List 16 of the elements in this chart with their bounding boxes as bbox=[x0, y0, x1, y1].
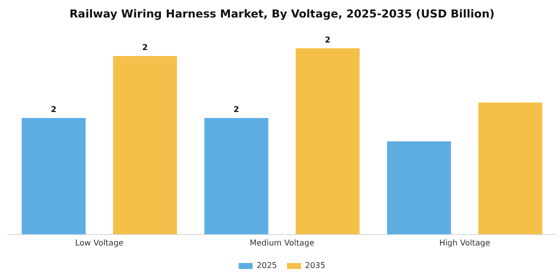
bar bbox=[22, 118, 86, 234]
bar bbox=[387, 141, 451, 234]
chart-title: Railway Wiring Harness Market, By Voltage, 2025-2035 (USD Billion) bbox=[69, 7, 495, 20]
x-tick-label: Medium Voltage bbox=[250, 238, 314, 248]
legend-label: 2025 bbox=[256, 261, 277, 270]
bar bbox=[478, 102, 542, 234]
bar bbox=[296, 48, 360, 234]
x-tick-label: Low Voltage bbox=[75, 238, 124, 248]
data-label: 2 bbox=[142, 43, 148, 52]
data-label: 2 bbox=[234, 105, 240, 114]
legend-label: 2035 bbox=[305, 261, 326, 270]
bar bbox=[204, 118, 268, 234]
x-tick-label: High Voltage bbox=[439, 238, 490, 248]
data-label: 2 bbox=[324, 35, 330, 44]
bar bbox=[113, 56, 177, 234]
data-label: 2 bbox=[50, 105, 56, 114]
